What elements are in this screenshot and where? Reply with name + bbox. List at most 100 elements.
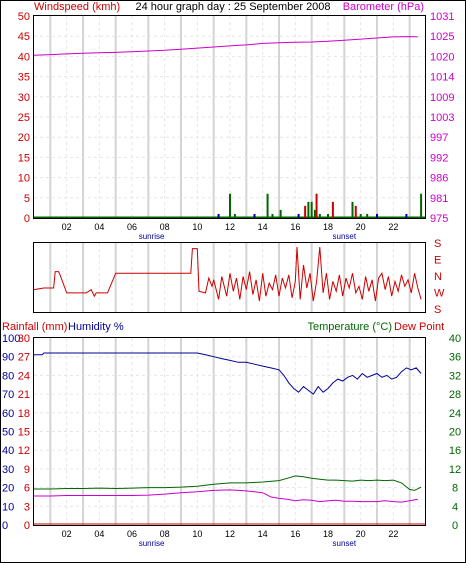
x-tick-label: 18 xyxy=(323,529,333,539)
wind-bar xyxy=(304,205,307,218)
temperature-tick: 28 xyxy=(449,389,461,401)
rainfall-tick: 15 xyxy=(18,427,30,439)
barometer-line xyxy=(33,36,418,56)
rainfall-tick: 18 xyxy=(18,408,30,420)
x-tick-label: 08 xyxy=(160,222,170,232)
panel-lower-frame xyxy=(33,337,426,526)
wind-bar xyxy=(327,213,329,218)
windspeed-tick: 20 xyxy=(18,132,30,144)
windspeed-tick: 25 xyxy=(18,112,30,124)
humidity-axis-label: Humidity % xyxy=(68,321,124,333)
barometer-tick: 1014 xyxy=(430,72,454,84)
wind-bar xyxy=(217,213,220,218)
x-tick-label: 22 xyxy=(388,222,398,232)
x-tick-label: 22 xyxy=(388,529,398,539)
temperature-tick: 20 xyxy=(449,427,461,439)
windspeed-tick: 15 xyxy=(18,152,30,164)
windspeed-tick: 50 xyxy=(18,11,30,23)
barometer-tick-labels: 975 981 986 992 997 1003 1009 1014 1020 1025 1031 xyxy=(430,11,454,225)
rainfall-tick: 24 xyxy=(18,370,30,382)
windspeed-tick: 35 xyxy=(18,72,30,84)
rainfall-tick: 6 xyxy=(24,483,30,495)
x-tick-label: 20 xyxy=(356,529,366,539)
windspeed-tick: 45 xyxy=(18,31,30,43)
windspeed-tick-labels: 0 5 10 15 20 25 30 35 40 45 50 xyxy=(18,11,30,225)
windspeed-tick: 5 xyxy=(24,193,30,205)
dewpoint-line xyxy=(34,489,418,503)
x-tick-label: 06 xyxy=(127,529,137,539)
humidity-tick: 90 xyxy=(2,352,14,364)
wind-bar xyxy=(366,213,369,218)
humidity-tick: 0 xyxy=(2,520,8,532)
sunset-label: sunset xyxy=(333,232,357,241)
x-tick-label: 02 xyxy=(62,529,72,539)
wind-bar xyxy=(271,213,274,218)
barometer-tick: 981 xyxy=(430,193,448,205)
x-tick-label: 04 xyxy=(94,529,104,539)
humidity-tick: 100 xyxy=(2,333,20,345)
x-tick-label: 20 xyxy=(356,222,366,232)
wind-bar xyxy=(359,213,362,218)
wind-bar xyxy=(313,209,316,218)
x-tick-label: 16 xyxy=(290,222,300,232)
wind-bar xyxy=(331,201,334,218)
wind-bar xyxy=(253,213,256,218)
rainfall-tick: 0 xyxy=(24,520,30,532)
panel-direction-grid xyxy=(49,243,411,312)
barometer-tick: 1020 xyxy=(430,51,454,63)
wind-bar xyxy=(266,193,269,218)
wind-bar xyxy=(297,213,300,218)
barometer-tick: 997 xyxy=(430,132,448,144)
wind-bar xyxy=(279,209,282,218)
temperature-tick: 12 xyxy=(449,464,461,476)
temperature-tick: 0 xyxy=(452,520,458,532)
windspeed-tick: 0 xyxy=(24,213,30,225)
sunrise-label: sunrise xyxy=(139,232,165,241)
barometer-axis-label: Barometer (hPa) xyxy=(343,1,424,13)
wind-bars xyxy=(34,193,426,219)
x-tick-label: 18 xyxy=(323,222,333,232)
rainfall-tick-labels: 0 3 6 9 12 15 18 21 24 27 30 xyxy=(18,333,30,532)
humidity-tick: 80 xyxy=(2,370,14,382)
humidity-tick-labels: 0 10 20 30 40 50 60 70 80 90 100 xyxy=(2,333,20,532)
humidity-tick: 50 xyxy=(2,427,14,439)
windspeed-tick: 10 xyxy=(18,173,30,185)
compass-tick: S xyxy=(434,238,441,250)
barometer-tick: 1003 xyxy=(430,112,454,124)
compass-tick: N xyxy=(434,271,442,283)
humidity-line xyxy=(34,352,422,395)
temperature-axis-label: Temperature (°C) xyxy=(308,321,392,333)
humidity-tick: 10 xyxy=(2,501,14,513)
humidity-tick: 60 xyxy=(2,408,14,420)
wind-bar xyxy=(354,205,357,218)
rainfall-axis-label: Rainfall (mm) xyxy=(2,321,67,333)
barometer-tick: 1031 xyxy=(430,11,454,23)
time-axis-bottom-labels: 02 04 06 08 10 12 14 16 18 20 22 sunrise sunset xyxy=(62,529,399,548)
rainfall-tick: 27 xyxy=(18,352,30,364)
x-tick-label: 10 xyxy=(192,222,202,232)
temperature-tick: 36 xyxy=(449,352,461,364)
panel-wind-frame xyxy=(33,15,426,219)
rainfall-tick: 9 xyxy=(24,464,30,476)
wind-bar xyxy=(405,213,408,218)
x-tick-label: 06 xyxy=(127,222,137,232)
wind-bar xyxy=(233,213,236,218)
rainfall-tick: 21 xyxy=(18,389,30,401)
barometer-tick: 1025 xyxy=(430,31,454,43)
x-tick-label: 08 xyxy=(160,529,170,539)
windspeed-tick: 30 xyxy=(18,92,30,104)
wind-bar xyxy=(307,201,310,218)
wind-bar xyxy=(376,213,378,218)
windspeed-axis-label: Windspeed (kmh) xyxy=(34,1,120,13)
x-tick-label: 16 xyxy=(290,529,300,539)
humidity-tick: 30 xyxy=(2,464,14,476)
temperature-tick: 40 xyxy=(449,333,461,345)
barometer-tick: 975 xyxy=(430,213,448,225)
x-tick-label: 12 xyxy=(225,222,235,232)
compass-tick: E xyxy=(434,255,441,267)
panel-direction-frame xyxy=(33,242,426,313)
